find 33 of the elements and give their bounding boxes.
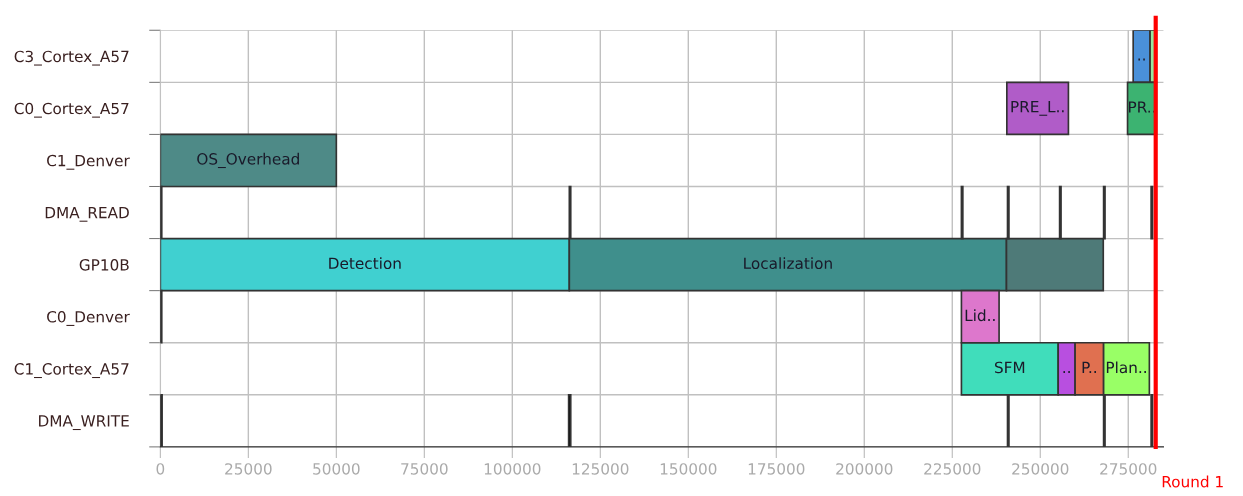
y-tick-label: DMA_WRITE	[39, 415, 129, 431]
x-tick-label: 0	[156, 463, 165, 475]
y-tick-label: DMA_READ	[45, 206, 129, 222]
data-label: Localization	[744, 257, 832, 270]
data-label: PRE_L..	[1011, 101, 1064, 116]
data-label: PR..	[1128, 101, 1155, 113]
data-label: Detection	[329, 257, 401, 270]
x-tick-label: 50000	[313, 463, 360, 475]
data-label: P..	[1082, 361, 1096, 373]
data-label: ..	[1063, 371, 1070, 373]
x-tick-label: 125000	[572, 463, 629, 475]
data-label: OS_Overhead	[197, 152, 299, 169]
data-label: SFM	[994, 361, 1025, 374]
bar	[1005, 81, 1070, 136]
y-tick-label: C3_Cortex_A57	[14, 50, 129, 66]
x-tick-label: 75000	[401, 463, 448, 475]
x-tick-label: 275000	[1100, 463, 1157, 475]
y-tick-label: C0_Denver	[47, 311, 130, 326]
data-label: Lid..	[965, 309, 995, 322]
x-tick-label: 25000	[225, 463, 272, 475]
ref-line-label: Round 1	[1162, 475, 1223, 488]
y-tick-label: GP10B	[79, 259, 129, 271]
x-tick-label: 175000	[748, 463, 805, 475]
data-label: Plan..	[1106, 361, 1146, 374]
data-label: ..	[1138, 58, 1145, 61]
x-tick-label: 100000	[484, 463, 541, 475]
y-tick-label: C0_Cortex_A57	[14, 102, 129, 118]
y-tick-label: C1_Cortex_A57	[14, 363, 129, 379]
x-tick-label: 150000	[660, 463, 717, 475]
x-tick-label: 250000	[1012, 463, 1069, 475]
x-tick-label: 200000	[836, 463, 893, 475]
x-tick-label: 225000	[924, 463, 981, 475]
y-tick-label: C1_Denver	[47, 154, 130, 170]
